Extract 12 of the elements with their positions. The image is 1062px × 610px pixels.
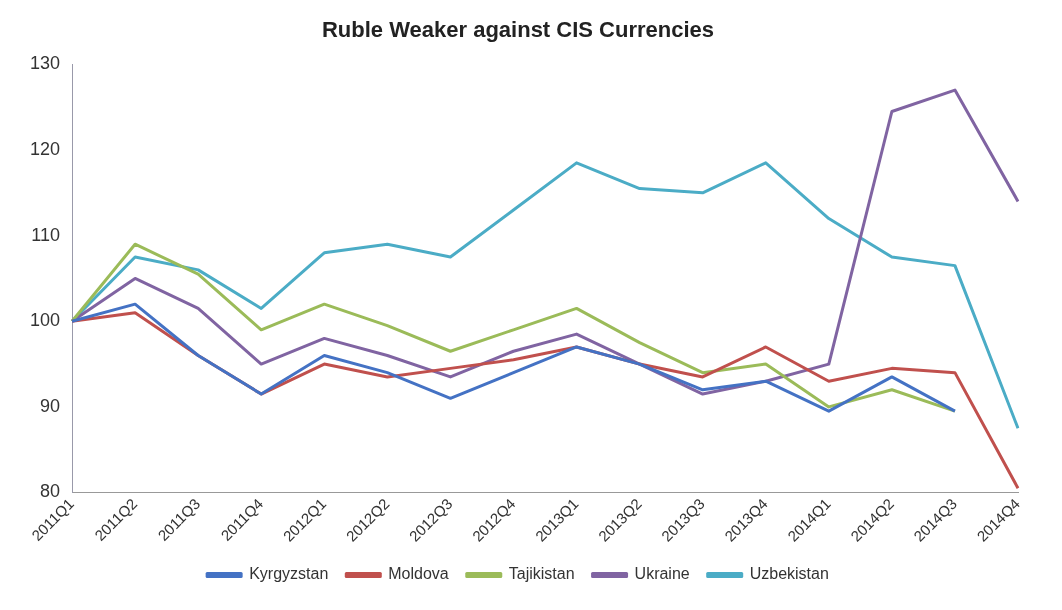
y-tick-label: 80 [40,481,61,502]
y-tick-label: 100 [29,310,61,331]
legend-label: Ukraine [634,565,690,583]
legend-label: Moldova [388,565,449,583]
y-tick-label: 90 [40,395,61,416]
legend-label: Tajikistan [508,565,575,583]
y-tick-label: 110 [31,224,61,245]
y-tick-label: 120 [29,138,61,159]
chart-title: Ruble Weaker against CIS Currencies [321,17,715,43]
legend-label: Uzbekistan [749,565,829,583]
y-tick-label: 130 [29,53,61,74]
legend-label: Kyrgyzstan [249,565,329,583]
